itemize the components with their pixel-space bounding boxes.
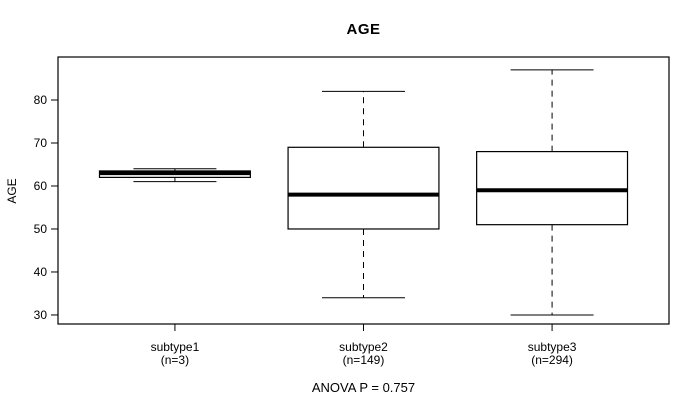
y-tick-label: 40 bbox=[34, 265, 48, 279]
x-tick-sublabel: (n=149) bbox=[343, 353, 385, 367]
x-tick-sublabel: (n=3) bbox=[161, 353, 189, 367]
chart-title: AGE bbox=[346, 21, 381, 38]
y-tick-label: 60 bbox=[34, 179, 48, 193]
anova-annotation: ANOVA P = 0.757 bbox=[311, 380, 416, 395]
y-tick-label: 30 bbox=[34, 308, 48, 322]
iqr-box bbox=[287, 146, 440, 230]
x-tick-label: subtype2 bbox=[339, 340, 388, 354]
y-tick-label: 70 bbox=[34, 136, 48, 150]
y-tick-label: 50 bbox=[34, 222, 48, 236]
x-tick-label: subtype3 bbox=[528, 340, 577, 354]
y-tick-label: 80 bbox=[34, 93, 48, 107]
x-tick-sublabel: (n=294) bbox=[531, 353, 573, 367]
iqr-box bbox=[476, 150, 629, 226]
x-tick-label: subtype1 bbox=[151, 340, 200, 354]
